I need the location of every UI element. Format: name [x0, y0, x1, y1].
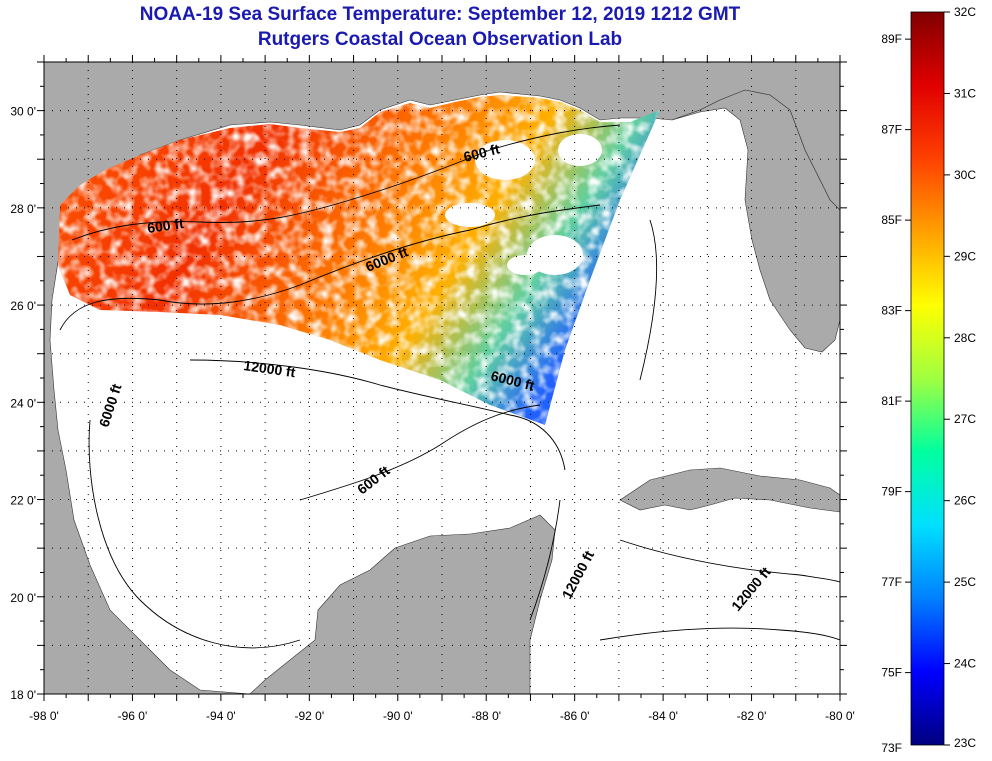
sst-map: 600 ft 600 ft 6000 ft 12000 ft 6000 ft 6…	[10, 55, 855, 723]
celsius-label: 26C	[954, 494, 976, 508]
lat-tick-label: 18 0'	[10, 688, 36, 702]
lat-tick-label: 20 0'	[10, 591, 36, 605]
lon-tick-label: -82 0'	[737, 709, 767, 723]
contour-label: 600 ft	[146, 215, 185, 236]
lat-tick-label: 22 0'	[10, 494, 36, 508]
land-cuba	[619, 467, 840, 513]
land-yucatan	[249, 514, 556, 694]
lon-tick-label: -80 0'	[825, 709, 855, 723]
lon-tick-label: -92 0'	[295, 709, 325, 723]
lon-tick-label: -90 0'	[383, 709, 413, 723]
fahrenheit-label: 81F	[881, 394, 902, 408]
contour-label: 12000 ft	[243, 357, 297, 380]
celsius-label: 23C	[954, 736, 976, 750]
celsius-label: 28C	[954, 331, 976, 345]
fahrenheit-label: 87F	[881, 123, 902, 137]
lat-tick-label: 28 0'	[10, 202, 36, 216]
celsius-label: 30C	[954, 168, 976, 182]
celsius-label: 32C	[954, 5, 976, 19]
lon-tick-label: -96 0'	[118, 709, 148, 723]
fahrenheit-label: 85F	[881, 213, 902, 227]
fahrenheit-label: 83F	[881, 304, 902, 318]
lon-tick-label: -84 0'	[648, 709, 678, 723]
celsius-label: 25C	[954, 575, 976, 589]
lon-tick-label: -88 0'	[471, 709, 501, 723]
fahrenheit-label: 77F	[881, 575, 902, 589]
sst-swath	[58, 95, 660, 425]
celsius-label: 31C	[954, 86, 976, 100]
fahrenheit-label: 89F	[881, 32, 902, 46]
celsius-label: 27C	[954, 412, 976, 426]
fahrenheit-label: 75F	[881, 666, 902, 680]
lat-tick-label: 30 0'	[10, 105, 36, 119]
map-subtitle: Rutgers Coastal Ocean Observation Lab	[257, 29, 623, 50]
celsius-label: 29C	[954, 249, 976, 263]
celsius-label: 24C	[954, 657, 976, 671]
lon-tick-label: -86 0'	[560, 709, 590, 723]
lat-tick-label: 24 0'	[10, 396, 36, 410]
colorbar-ramp	[910, 11, 945, 746]
lon-tick-label: -98 0'	[29, 709, 59, 723]
land-florida	[671, 89, 840, 353]
fahrenheit-label: 79F	[881, 485, 902, 499]
axis-ticks: -98 0' -96 0' -94 0' -92 0' -90 0' -88 0' -86 …	[10, 55, 855, 723]
fahrenheit-label: 73F	[881, 741, 902, 755]
bathymetry-contours	[59, 124, 840, 649]
lat-tick-label: 26 0'	[10, 299, 36, 313]
map-title: NOAA-19 Sea Surface Temperature: Septemb…	[139, 4, 741, 25]
lon-tick-label: -94 0'	[206, 709, 236, 723]
